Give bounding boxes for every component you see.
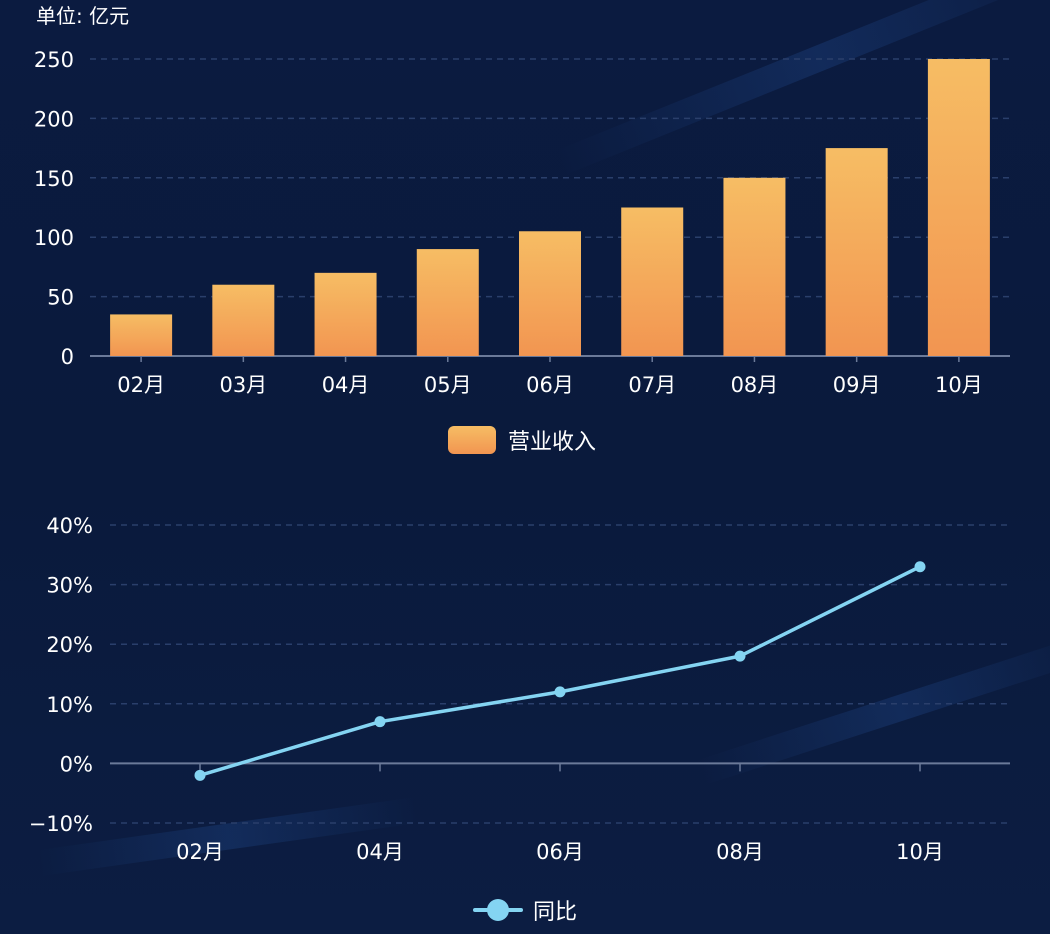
yoy-data-point[interactable] [734,650,746,662]
line-legend[interactable]: 同比 [473,894,577,926]
line-x-tick-label: 08月 [716,840,764,864]
revenue-bar[interactable] [212,284,275,356]
bar-y-tick-label: 250 [34,48,74,72]
bar-x-tick-label: 08月 [731,373,779,397]
yoy-data-point[interactable] [374,716,386,728]
bar-x-tick-label: 03月 [219,373,267,397]
bar-legend[interactable]: 营业收入 [448,424,596,456]
bar-y-tick-label: 0 [61,345,74,369]
line-y-tick-label: 40% [46,514,93,538]
line-y-tick-label: 0% [60,752,93,776]
bar-x-tick-label: 09月 [833,373,881,397]
line-y-tick-label: 10% [46,693,93,717]
bar-x-tick-label: 05月 [424,373,472,397]
bar-x-tick-label: 02月 [117,373,165,397]
bar-y-tick-label: 150 [34,167,74,191]
unit-label: 单位: 亿元 [36,4,130,28]
line-legend-swatch [473,896,523,924]
line-x-tick-label: 02月 [176,840,224,864]
line-y-tick-label: −10% [29,812,93,836]
revenue-bar[interactable] [825,148,888,356]
revenue-bar[interactable] [314,272,377,356]
revenue-bar-chart: 0 50 100 150 200 250 02月 03月 04月 05月 06月 07月 08月 09月… [34,48,1010,397]
bar-x-tick-label: 07月 [628,373,676,397]
yoy-data-point[interactable] [554,686,566,698]
bar-x-tick-label: 06月 [526,373,574,397]
revenue-bar[interactable] [723,177,786,356]
line-x-tick-label: 10月 [896,840,944,864]
bar-x-tick-label: 04月 [322,373,370,397]
yoy-line-chart: −10% 0% 10% 20% 30% 40% 02月 04月 06月 08月 10月 [29,514,1010,864]
line-x-tick-label: 04月 [356,840,404,864]
revenue-bar[interactable] [927,59,990,356]
bar-y-tick-label: 200 [34,107,74,131]
line-x-tick-label: 06月 [536,840,584,864]
bar-legend-label: 营业收入 [508,430,597,455]
bar-y-tick-label: 50 [47,286,74,310]
revenue-bar[interactable] [519,231,581,356]
yoy-data-point[interactable] [914,561,926,573]
revenue-bar[interactable] [621,207,684,357]
line-y-tick-label: 30% [46,574,93,598]
line-y-tick-label: 20% [46,633,93,657]
line-legend-label: 同比 [533,900,578,925]
bar-y-tick-label: 100 [34,226,74,250]
revenue-bar[interactable] [110,314,173,356]
bar-legend-swatch [448,426,496,454]
yoy-data-point[interactable] [194,769,206,781]
bar-x-tick-label: 10月 [935,373,983,397]
revenue-bar[interactable] [416,249,479,356]
yoy-series-line [199,565,921,777]
